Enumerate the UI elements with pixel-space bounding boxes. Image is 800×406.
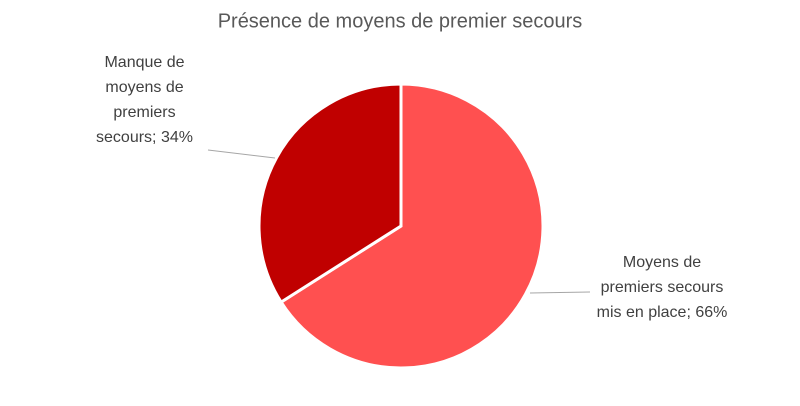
data-label: Moyens de premiers secours mis en place;… (592, 250, 732, 325)
pie (257, 82, 545, 370)
leader-line (207, 149, 276, 159)
value-label: 34% (160, 129, 193, 146)
value-label: 66% (695, 304, 728, 321)
leader-line (529, 291, 591, 294)
chart-title: Présence de moyens de premier secours (218, 10, 583, 32)
data-label: Manque de moyens de premiers secours; 34… (82, 50, 207, 150)
category: Moyens de premiers secours mis en place (596, 254, 724, 321)
category: Manque de moyens de premiers secours (96, 54, 185, 146)
separator: ; (686, 304, 696, 321)
separator: ; (152, 129, 161, 146)
pie-slice (279, 82, 545, 370)
pie-slice (257, 82, 403, 305)
